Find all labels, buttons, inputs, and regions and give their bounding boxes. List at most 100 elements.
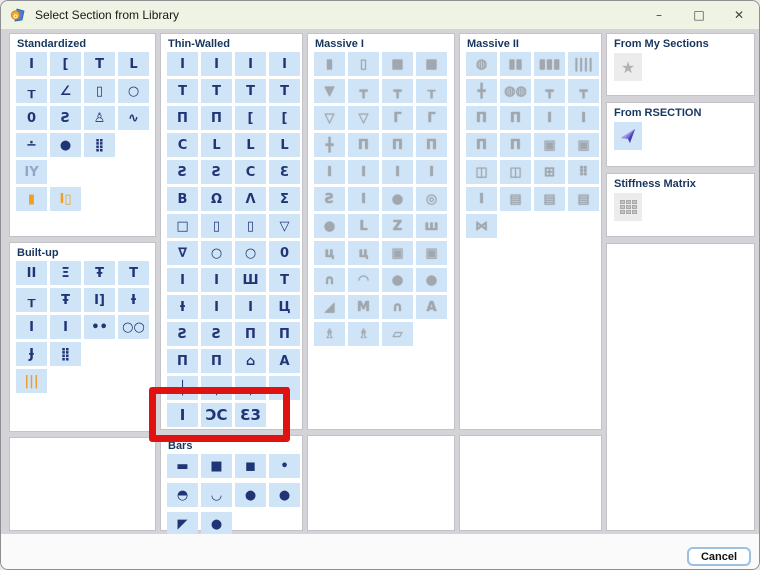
section-button[interactable]: T xyxy=(201,79,232,103)
section-button[interactable]: I xyxy=(201,52,232,76)
section-button[interactable]: ◫ xyxy=(466,160,497,184)
section-button[interactable]: L xyxy=(201,133,232,157)
section-button[interactable]: M xyxy=(348,295,379,319)
section-button[interactable]: ∩ xyxy=(314,268,345,292)
section-button[interactable]: Ƨ xyxy=(201,322,232,346)
section-button[interactable]: I xyxy=(534,106,565,130)
rsection-button[interactable] xyxy=(614,122,642,150)
stiffness-matrix-button[interactable] xyxy=(614,193,642,221)
section-button[interactable]: ⣿ xyxy=(50,342,81,366)
section-button[interactable]: □ xyxy=(167,214,198,238)
section-button[interactable]: ■ xyxy=(201,454,232,478)
section-button[interactable]: Ɨ xyxy=(118,288,149,312)
section-button[interactable]: ∿ xyxy=(118,106,149,130)
section-button[interactable]: ♗ xyxy=(348,322,379,346)
section-button[interactable]: Ɨ xyxy=(167,295,198,319)
section-button[interactable]: ● xyxy=(50,133,81,157)
section-button[interactable]: ∸ xyxy=(16,133,47,157)
section-button[interactable]: I xyxy=(314,160,345,184)
section-button[interactable]: [ xyxy=(50,52,81,76)
section-button[interactable]: T xyxy=(84,52,115,76)
section-button[interactable]: ┳ xyxy=(568,79,599,103)
section-button[interactable]: ∇ xyxy=(167,241,198,265)
section-button[interactable]: |||| xyxy=(568,52,599,76)
section-button[interactable]: I xyxy=(167,52,198,76)
section-button[interactable]: ▽ xyxy=(348,106,379,130)
section-button[interactable]: ▼ xyxy=(314,79,345,103)
section-button[interactable]: ■ xyxy=(416,52,447,76)
section-button[interactable]: Π xyxy=(500,133,531,157)
section-button[interactable]: [ xyxy=(235,106,266,130)
section-button[interactable]: I xyxy=(201,295,232,319)
section-button[interactable]: Ɉ xyxy=(16,342,47,366)
section-button[interactable]: ∩ xyxy=(382,295,413,319)
section-button[interactable]: Γ xyxy=(416,106,447,130)
section-button[interactable]: I xyxy=(348,187,379,211)
section-button[interactable]: ⣿ xyxy=(84,133,115,157)
section-button[interactable]: ▽ xyxy=(314,106,345,130)
section-button[interactable]: ◓ xyxy=(167,483,198,507)
section-button[interactable]: Σ xyxy=(269,187,300,211)
section-button[interactable]: ⠿ xyxy=(568,160,599,184)
section-button[interactable]: ▯ xyxy=(201,214,232,238)
section-button[interactable]: ┰ xyxy=(416,79,447,103)
section-button[interactable]: ц xyxy=(348,241,379,265)
my-sections-button[interactable]: ★ xyxy=(614,53,642,81)
section-button[interactable]: I] xyxy=(84,288,115,312)
section-button[interactable]: Π xyxy=(235,322,266,346)
section-button[interactable]: ◎ xyxy=(416,187,447,211)
section-button[interactable]: T xyxy=(167,79,198,103)
section-button[interactable]: I xyxy=(16,52,47,76)
section-button[interactable]: ◤ xyxy=(167,512,198,536)
section-button[interactable]: Π xyxy=(466,133,497,157)
section-button[interactable]: A xyxy=(269,349,300,373)
section-button[interactable]: I xyxy=(50,315,81,339)
section-button[interactable]: ⌂ xyxy=(235,349,266,373)
section-button[interactable]: I xyxy=(235,295,266,319)
section-button[interactable]: C xyxy=(167,133,198,157)
section-button[interactable]: ▤ xyxy=(568,187,599,211)
section-button[interactable]: Π xyxy=(348,133,379,157)
section-button[interactable]: ▱ xyxy=(382,322,413,346)
section-button[interactable]: ▮▮▮ xyxy=(534,52,565,76)
section-button[interactable]: T xyxy=(118,261,149,285)
section-button[interactable]: Γ xyxy=(382,106,413,130)
section-button[interactable]: ◼ xyxy=(235,454,266,478)
section-button[interactable]: ◫ xyxy=(500,160,531,184)
section-button[interactable]: ◢ xyxy=(314,295,345,319)
section-button[interactable]: ┳ xyxy=(348,79,379,103)
section-button[interactable]: ○ xyxy=(201,241,232,265)
section-button[interactable]: ● xyxy=(235,483,266,507)
close-button[interactable]: ✕ xyxy=(733,8,745,22)
section-button[interactable]: ▮▮ xyxy=(500,52,531,76)
section-button[interactable]: ц xyxy=(314,241,345,265)
section-button[interactable]: Λ xyxy=(235,187,266,211)
section-button[interactable]: ⋈ xyxy=(466,214,497,238)
section-button[interactable]: Ξ xyxy=(50,261,81,285)
section-button[interactable]: Ɛ xyxy=(269,160,300,184)
section-button[interactable]: ┼ xyxy=(167,376,198,400)
section-button[interactable]: Π xyxy=(466,106,497,130)
section-button[interactable]: Π xyxy=(269,322,300,346)
section-button[interactable]: I xyxy=(416,160,447,184)
section-button[interactable]: L xyxy=(348,214,379,238)
section-button[interactable]: ● xyxy=(314,214,345,238)
section-button[interactable]: ◠ xyxy=(348,268,379,292)
section-button[interactable]: ▣ xyxy=(382,241,413,265)
section-button[interactable]: ○○ xyxy=(118,315,149,339)
section-button[interactable]: L xyxy=(235,133,266,157)
section-button[interactable]: L xyxy=(269,133,300,157)
section-button[interactable]: ● xyxy=(201,512,232,536)
section-button[interactable]: ╋ xyxy=(466,79,497,103)
section-button[interactable]: ▬ xyxy=(167,454,198,478)
section-button[interactable]: I xyxy=(167,403,198,427)
section-button[interactable]: ◍◍ xyxy=(500,79,531,103)
section-button[interactable]: I xyxy=(16,315,47,339)
section-button[interactable]: ┬ xyxy=(269,376,300,400)
section-button[interactable]: I xyxy=(201,268,232,292)
section-button[interactable]: ▤ xyxy=(534,187,565,211)
section-button[interactable]: I▯ xyxy=(50,187,81,211)
section-button[interactable]: ● xyxy=(269,483,300,507)
section-button[interactable]: Ɛ3 xyxy=(235,403,266,427)
section-button[interactable]: ┬ xyxy=(201,376,232,400)
